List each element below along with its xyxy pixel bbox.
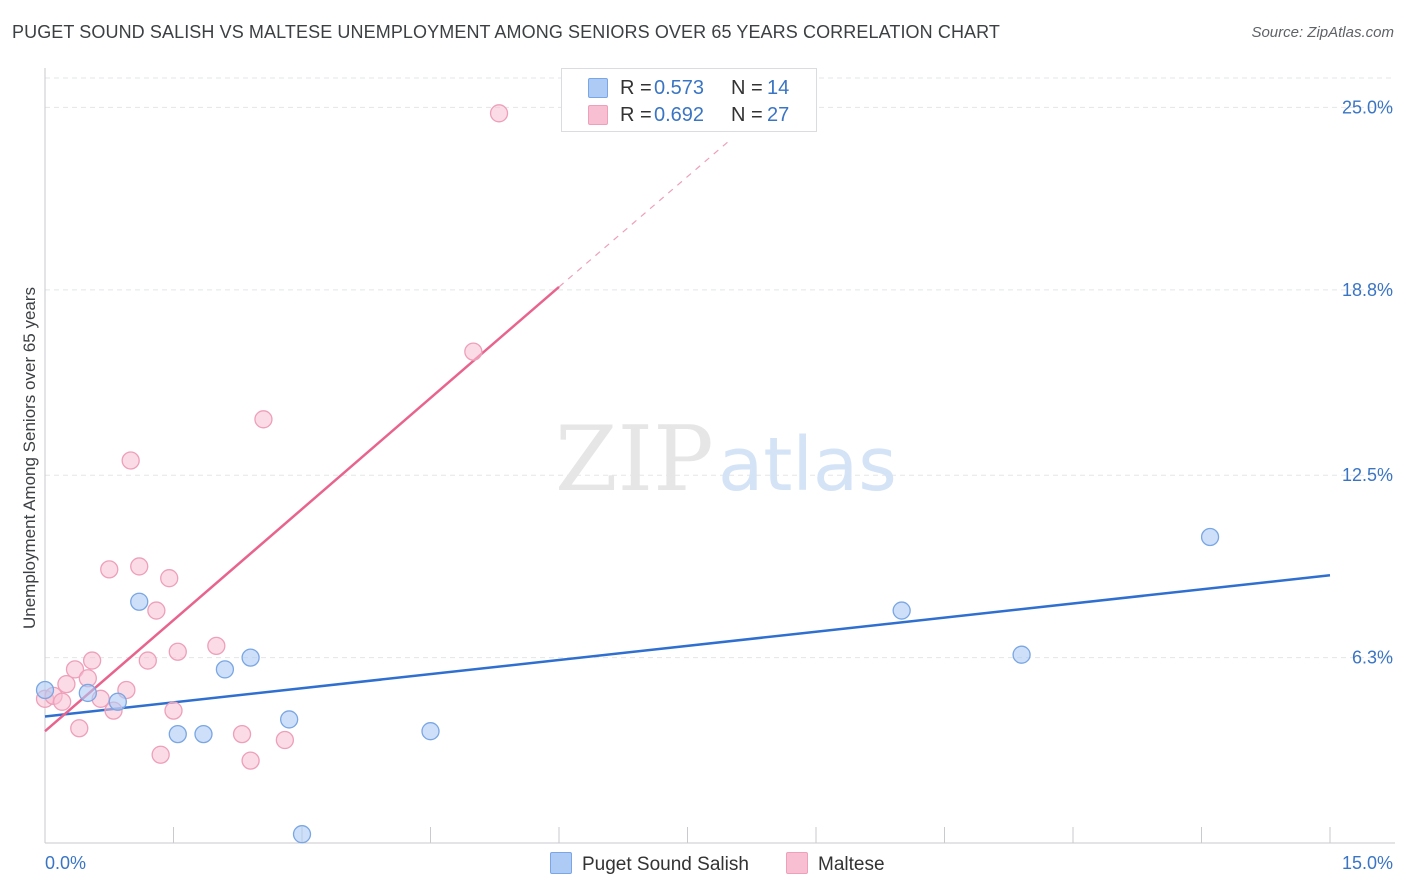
legend-label: Puget Sound Salish [582,854,749,875]
legend-r-value: 0.573 [654,77,705,99]
maltese-point [57,674,76,694]
legend-n-label: N = [731,104,763,126]
legend-n-value: 27 [767,104,790,126]
maltese-point [151,745,170,764]
maltese-point [100,560,119,579]
puget-sound-salish-point [279,710,299,729]
legend-swatch-blue [550,852,572,874]
maltese-point [207,636,226,656]
puget-sound-salish-point [241,648,260,667]
maltese-point [82,651,102,670]
puget-sound-salish-point [108,692,127,711]
legend-swatch-pink [588,105,608,125]
legend-r-label: R = [620,77,652,99]
legend-swatch-blue [588,78,608,98]
maltese-point [241,751,260,770]
maltese-point [232,724,252,744]
maltese-point [489,104,509,123]
y-tick-label: 25.0% [1342,97,1393,117]
puget-sound-salish-point [78,683,97,703]
chart-title: PUGET SOUND SALISH VS MALTESE UNEMPLOYME… [12,22,1001,42]
puget-sound-salish-point [1012,645,1031,664]
legend-n-value: 14 [767,77,790,99]
gridlines [45,77,1395,659]
maltese-point [168,642,187,661]
puget-sound-salish-point [292,825,312,844]
legend-r-label: R = [620,104,652,126]
tick-labels: 6.3% 12.5% 18.8% 25.0% 0.0% 15.0% [45,97,1393,873]
x-tick-label: 15.0% [1342,853,1393,873]
watermark-zip: ZIP [555,407,714,512]
source-label: Source: ZipAtlas.com [1251,24,1394,41]
maltese-point [70,719,89,738]
puget-sound-salish-point [892,601,911,620]
y-tick-label: 6.3% [1352,648,1393,668]
maltese-point [164,701,183,720]
maltese-point [121,451,140,470]
bottom-legend-puget-sound-salish: Puget Sound Salish [550,852,749,876]
puget-sound-salish-point [215,660,235,679]
puget-sound-salish-point [168,724,187,744]
maltese-point [130,557,149,576]
maltese-point [52,692,72,711]
correlation-legend: R = 0.573 N = 14 R = 0.692 N = 27 [561,68,817,132]
trend-line-maltese [44,285,560,733]
maltese-point [160,569,179,588]
puget-sound-salish-point [1200,527,1220,547]
puget-sound-salish-point [130,592,149,611]
data-points [35,104,1220,844]
trend-line-puget-sound-salish [44,574,1331,718]
maltese-point [464,342,483,361]
bottom-legend-maltese: Maltese [786,852,885,876]
maltese-point [147,601,166,620]
x-tick-label: 0.0% [45,853,86,873]
maltese-point [65,660,85,679]
trend-lines [44,139,1331,733]
y-tick-label: 12.5% [1342,465,1393,485]
maltese-point [275,730,295,750]
legend-r-value: 0.692 [654,104,705,126]
legend-swatch-pink [786,852,808,874]
puget-sound-salish-point [194,724,213,744]
puget-sound-salish-point [35,680,55,700]
trend-line-maltese-extension [558,139,731,288]
legend-label: Maltese [818,854,885,875]
puget-sound-salish-point [421,722,440,741]
watermark-atlas: atlas [718,422,897,508]
legend-n-label: N = [731,77,763,99]
maltese-point [138,651,157,670]
y-tick-label: 18.8% [1342,280,1393,300]
maltese-point [254,410,273,429]
